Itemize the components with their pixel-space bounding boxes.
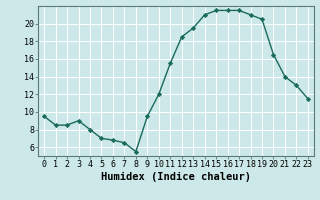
X-axis label: Humidex (Indice chaleur): Humidex (Indice chaleur) — [101, 172, 251, 182]
